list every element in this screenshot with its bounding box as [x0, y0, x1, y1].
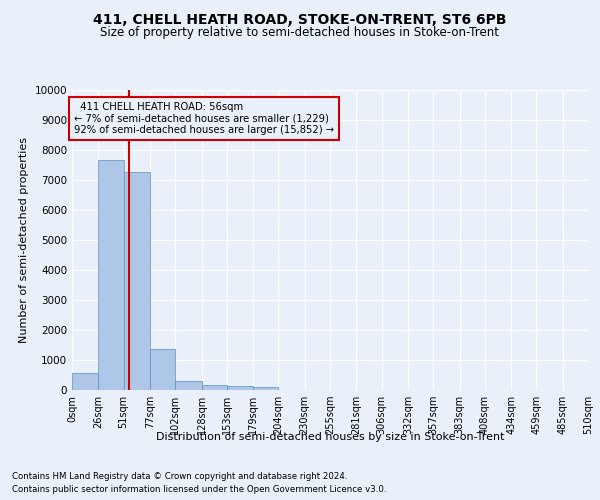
Text: Contains public sector information licensed under the Open Government Licence v3: Contains public sector information licen… — [12, 485, 386, 494]
Text: 411, CHELL HEATH ROAD, STOKE-ON-TRENT, ST6 6PB: 411, CHELL HEATH ROAD, STOKE-ON-TRENT, S… — [93, 12, 507, 26]
Bar — [98, 160, 124, 390]
Text: Size of property relative to semi-detached houses in Stoke-on-Trent: Size of property relative to semi-detach… — [101, 26, 499, 39]
Bar — [227, 386, 253, 390]
Bar — [150, 349, 175, 390]
Bar — [72, 373, 98, 390]
Y-axis label: Number of semi-detached properties: Number of semi-detached properties — [19, 137, 29, 343]
Bar — [253, 387, 278, 390]
Bar — [124, 172, 150, 390]
Text: Contains HM Land Registry data © Crown copyright and database right 2024.: Contains HM Land Registry data © Crown c… — [12, 472, 347, 481]
Bar — [175, 380, 202, 390]
Text: Distribution of semi-detached houses by size in Stoke-on-Trent: Distribution of semi-detached houses by … — [156, 432, 504, 442]
Bar — [202, 386, 227, 390]
Text: 411 CHELL HEATH ROAD: 56sqm
← 7% of semi-detached houses are smaller (1,229)
92%: 411 CHELL HEATH ROAD: 56sqm ← 7% of semi… — [74, 102, 334, 135]
